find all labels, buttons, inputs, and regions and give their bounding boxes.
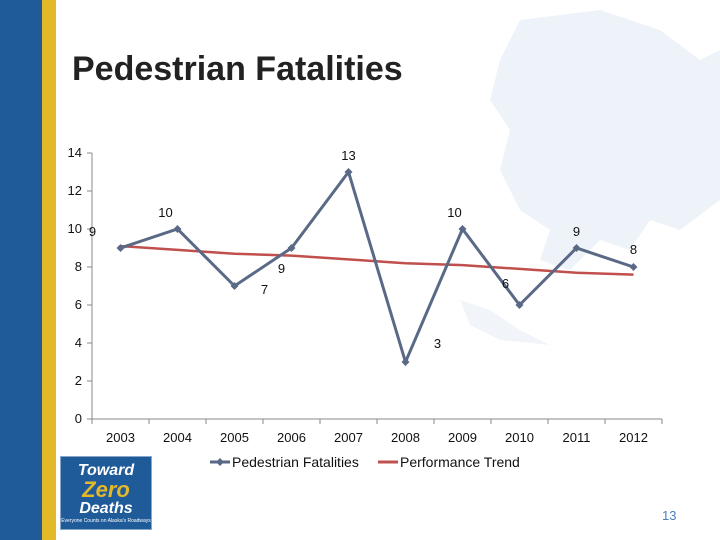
page-title: Pedestrian Fatalities [72, 50, 403, 88]
x-tick-label: 2007 [334, 430, 363, 445]
data-label: 8 [630, 242, 637, 257]
chart-series [116, 168, 638, 367]
toward-zero-deaths-logo: Toward Zero Deaths Everyone Counts on Al… [60, 456, 152, 530]
chart-axes [91, 153, 662, 420]
chart-legend: Pedestrian Fatalities Performance Trend [210, 454, 520, 470]
data-point [629, 263, 638, 271]
legend-label-fatalities: Pedestrian Fatalities [232, 454, 359, 470]
y-tick-label: 8 [75, 259, 82, 274]
left-gold-stripe [42, 0, 56, 540]
data-point [401, 358, 410, 366]
data-point [458, 225, 467, 233]
data-point [515, 301, 524, 309]
data-label: 9 [89, 224, 96, 239]
y-tick-label: 6 [75, 297, 82, 312]
logo-tagline: Everyone Counts on Alaska's Roadways [61, 517, 151, 524]
left-blue-stripe [0, 0, 42, 540]
data-label: 9 [573, 224, 580, 239]
x-tick-label: 2006 [277, 430, 306, 445]
y-axis-ticks: 0 2 4 6 8 10 12 14 [68, 145, 92, 426]
data-label: 13 [341, 148, 355, 163]
data-point [287, 244, 296, 252]
y-tick-label: 4 [75, 335, 82, 350]
x-tick-label: 2009 [448, 430, 477, 445]
x-tick-label: 2012 [619, 430, 648, 445]
page-number: 13 [662, 508, 677, 523]
data-label: 10 [158, 205, 172, 220]
data-label: 9 [278, 261, 285, 276]
fatalities-line [120, 168, 634, 367]
data-label: 10 [447, 205, 461, 220]
y-tick-label: 0 [75, 411, 82, 426]
x-tick-label: 2004 [163, 430, 192, 445]
legend-label-trend: Performance Trend [400, 454, 520, 470]
alaska-map-background [460, 10, 720, 345]
data-point [173, 225, 182, 233]
trend-line [120, 244, 634, 276]
x-tick-label: 2003 [106, 430, 135, 445]
x-tick-label: 2005 [220, 430, 249, 445]
x-tick-label: 2010 [505, 430, 534, 445]
x-axis-ticks: 2003 2004 2005 2006 2007 2008 2009 2010 2011 2012 [91, 419, 663, 445]
y-tick-label: 2 [75, 373, 82, 388]
data-point [572, 244, 581, 252]
y-tick-label: 12 [68, 183, 82, 198]
logo-line-2: Zero [82, 476, 130, 502]
logo-line-3: Deaths [79, 499, 133, 517]
y-tick-label: 14 [68, 145, 82, 160]
y-tick-label: 10 [68, 221, 82, 236]
x-tick-label: 2011 [563, 430, 591, 445]
legend-marker-fatalities [216, 458, 224, 466]
x-tick-label: 2008 [391, 430, 420, 445]
data-label: 3 [434, 336, 441, 351]
data-label: 6 [502, 276, 509, 291]
data-point [116, 244, 125, 252]
data-point [230, 282, 239, 290]
data-point [344, 168, 353, 176]
data-label: 7 [261, 282, 268, 297]
logo-line-1: Toward [77, 461, 135, 479]
